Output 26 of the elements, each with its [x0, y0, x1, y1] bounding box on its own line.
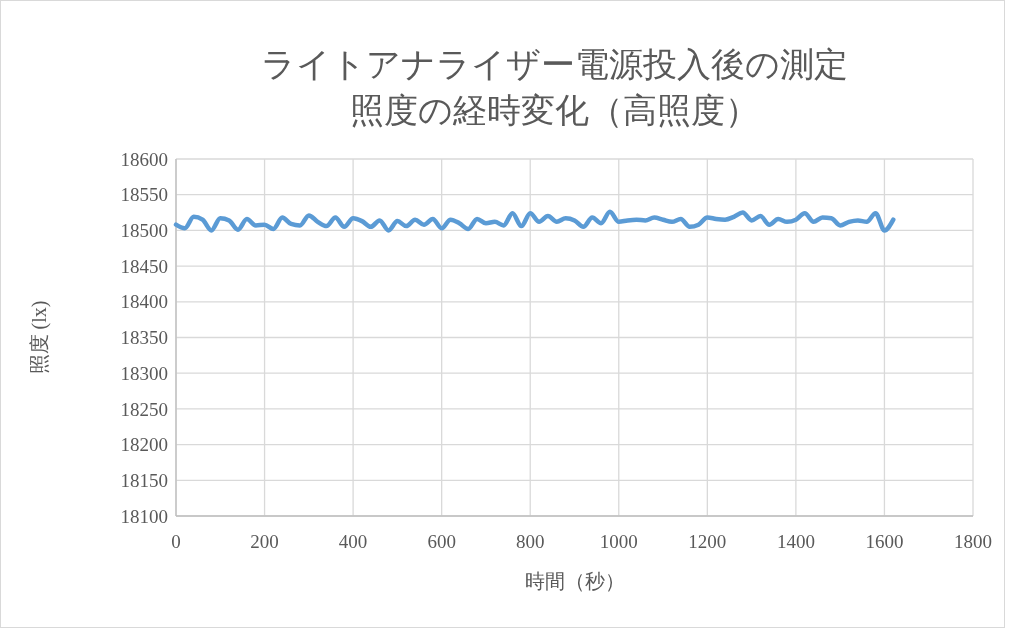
x-tick-label: 600: [427, 531, 456, 552]
y-tick-label: 18150: [120, 469, 168, 491]
y-tick-label: 18550: [120, 184, 168, 206]
y-tick-label: 18400: [120, 291, 168, 313]
x-tick-label: 0: [171, 531, 181, 552]
y-tick-label: 18450: [120, 255, 168, 277]
line-series: [173, 209, 896, 233]
chart-title: ライトアナライザー電源投入後の測定: [261, 46, 848, 83]
y-tick-label: 18100: [120, 505, 168, 527]
y-tick-label: 18300: [120, 362, 168, 384]
y-tick-label: 18350: [120, 327, 168, 349]
x-tick-label: 1600: [865, 531, 904, 552]
x-tick-label: 1800: [954, 531, 992, 552]
y-tick-label: 18600: [120, 148, 168, 170]
y-tick-label: 18200: [120, 434, 168, 456]
x-tick-label: 400: [338, 531, 368, 552]
x-tick-label: 1200: [688, 531, 727, 552]
y-tick-label: 18250: [120, 398, 168, 420]
x-tick-label: 1400: [776, 531, 815, 552]
x-tick-label: 1000: [599, 531, 638, 552]
x-tick-label: 200: [250, 531, 279, 552]
x-axis-title: 時間（秒）: [524, 570, 625, 592]
y-axis-title: 照度 (lx): [28, 300, 51, 375]
y-tick-label: 18500: [120, 220, 168, 242]
x-tick-label: 800: [515, 531, 545, 552]
chart-subtitle: 照度の経時変化（高照度）: [350, 92, 759, 129]
